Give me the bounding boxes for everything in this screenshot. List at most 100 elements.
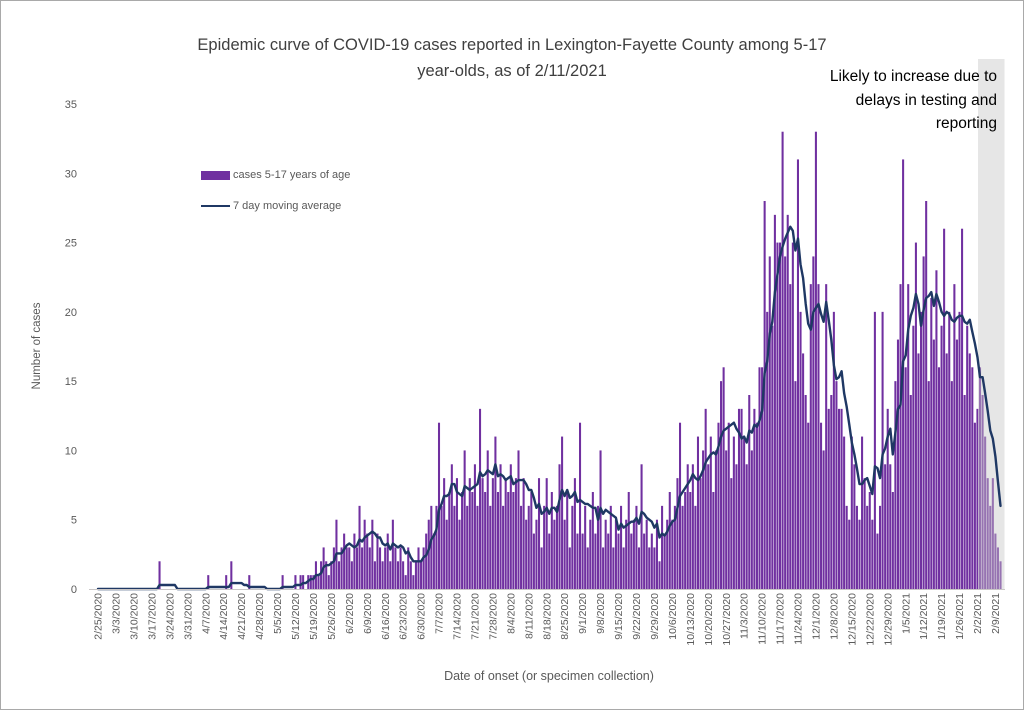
case-bar (753, 408, 756, 589)
case-bar (943, 228, 946, 589)
case-bar (786, 214, 789, 590)
x-tick-label: 7/7/2020 (434, 593, 446, 634)
case-bar (379, 547, 382, 589)
x-tick-label: 2/25/2020 (93, 593, 105, 640)
case-bar (994, 533, 997, 589)
case-bar (396, 561, 400, 589)
case-bar (453, 505, 456, 589)
case-bar (853, 464, 856, 589)
case-bar (230, 561, 233, 589)
x-tick-label: 4/14/2020 (218, 593, 230, 640)
case-bar (791, 242, 794, 589)
case-bar (825, 284, 828, 589)
case-bar (830, 395, 833, 589)
case-bar (381, 561, 384, 589)
moving-average-line-swatch-icon (201, 204, 230, 208)
case-bar (537, 478, 541, 589)
case-bar (702, 450, 705, 589)
legend: cases 5-17 years of age 7 day moving ave… (201, 165, 350, 227)
case-bar (907, 284, 910, 589)
case-bar (909, 395, 912, 589)
x-tick-label: 1/12/2021 (918, 593, 930, 640)
x-tick-label: 8/25/2020 (559, 593, 571, 640)
case-bar (402, 561, 405, 589)
y-tick-label: 25 (65, 238, 77, 250)
case-bar (812, 256, 815, 589)
case-bar (617, 533, 620, 589)
case-bar (650, 533, 653, 589)
case-bar (807, 422, 810, 589)
case-bar (855, 505, 858, 589)
case-bar (876, 533, 879, 589)
x-tick-label: 7/28/2020 (488, 593, 500, 640)
case-bar (496, 492, 500, 589)
case-bar (432, 533, 435, 589)
x-tick-label: 11/3/2020 (739, 593, 751, 639)
case-bar (937, 367, 941, 589)
case-bar (663, 533, 666, 589)
x-tick-label: 10/13/2020 (685, 593, 697, 646)
case-bar (679, 422, 682, 589)
case-bar (376, 533, 379, 589)
y-tick-label: 5 (71, 515, 77, 527)
case-bar (461, 492, 464, 589)
case-bar (568, 547, 571, 589)
case-bar (776, 242, 779, 589)
case-bar (373, 561, 376, 589)
case-bar (837, 408, 841, 589)
case-bar (517, 450, 520, 589)
case-bar (489, 505, 492, 589)
case-bar (332, 547, 335, 589)
legend-item-average: 7 day moving average (201, 196, 350, 216)
case-bar (704, 408, 707, 589)
case-bar (953, 284, 956, 589)
case-bar (361, 547, 364, 589)
case-bar (540, 547, 543, 589)
case-bar (455, 478, 458, 589)
case-bar (443, 478, 446, 589)
case-bar (676, 478, 679, 589)
case-bar (622, 547, 625, 589)
case-bar (950, 381, 953, 589)
x-tick-label: 5/5/2020 (272, 593, 284, 634)
case-bar (884, 464, 887, 589)
y-tick-label: 0 (71, 584, 77, 596)
case-bar (868, 492, 871, 589)
case-bar (653, 547, 656, 589)
case-bar (973, 422, 976, 589)
case-bar (463, 450, 466, 589)
x-tick-label: 3/31/2020 (182, 593, 194, 640)
x-tick-label: 5/19/2020 (308, 593, 320, 640)
case-bar (612, 547, 615, 589)
case-bar (930, 298, 933, 589)
case-bar (878, 505, 882, 589)
case-bar (917, 353, 920, 589)
case-bar (881, 311, 884, 589)
case-bar (978, 367, 982, 589)
case-bar (761, 367, 764, 589)
case-bar (648, 547, 651, 589)
case-bar (609, 505, 612, 589)
case-bar (545, 478, 548, 589)
case-bar (984, 436, 987, 589)
case-bar (709, 436, 712, 589)
case-bar (476, 505, 479, 589)
case-bar (799, 311, 802, 589)
case-bar (843, 436, 846, 589)
y-axis-tick-labels: 0 5 10 15 20 25 30 35 (65, 99, 77, 596)
case-bar (732, 436, 735, 589)
case-bar (904, 367, 907, 589)
case-bar (430, 505, 433, 589)
legend-cases-label: cases 5-17 years of age (233, 169, 351, 181)
case-bar (661, 505, 664, 589)
case-bar (514, 478, 517, 589)
case-bar (866, 505, 869, 589)
case-bar (691, 464, 694, 589)
case-bar (658, 561, 661, 589)
x-tick-label: 1/19/2021 (936, 593, 948, 640)
x-tick-label: 9/1/2020 (577, 593, 589, 634)
case-bar (627, 492, 630, 589)
case-bar (581, 533, 584, 589)
chart-title-line2: year-olds, as of 2/11/2021 (417, 62, 607, 80)
case-bar (822, 450, 825, 589)
